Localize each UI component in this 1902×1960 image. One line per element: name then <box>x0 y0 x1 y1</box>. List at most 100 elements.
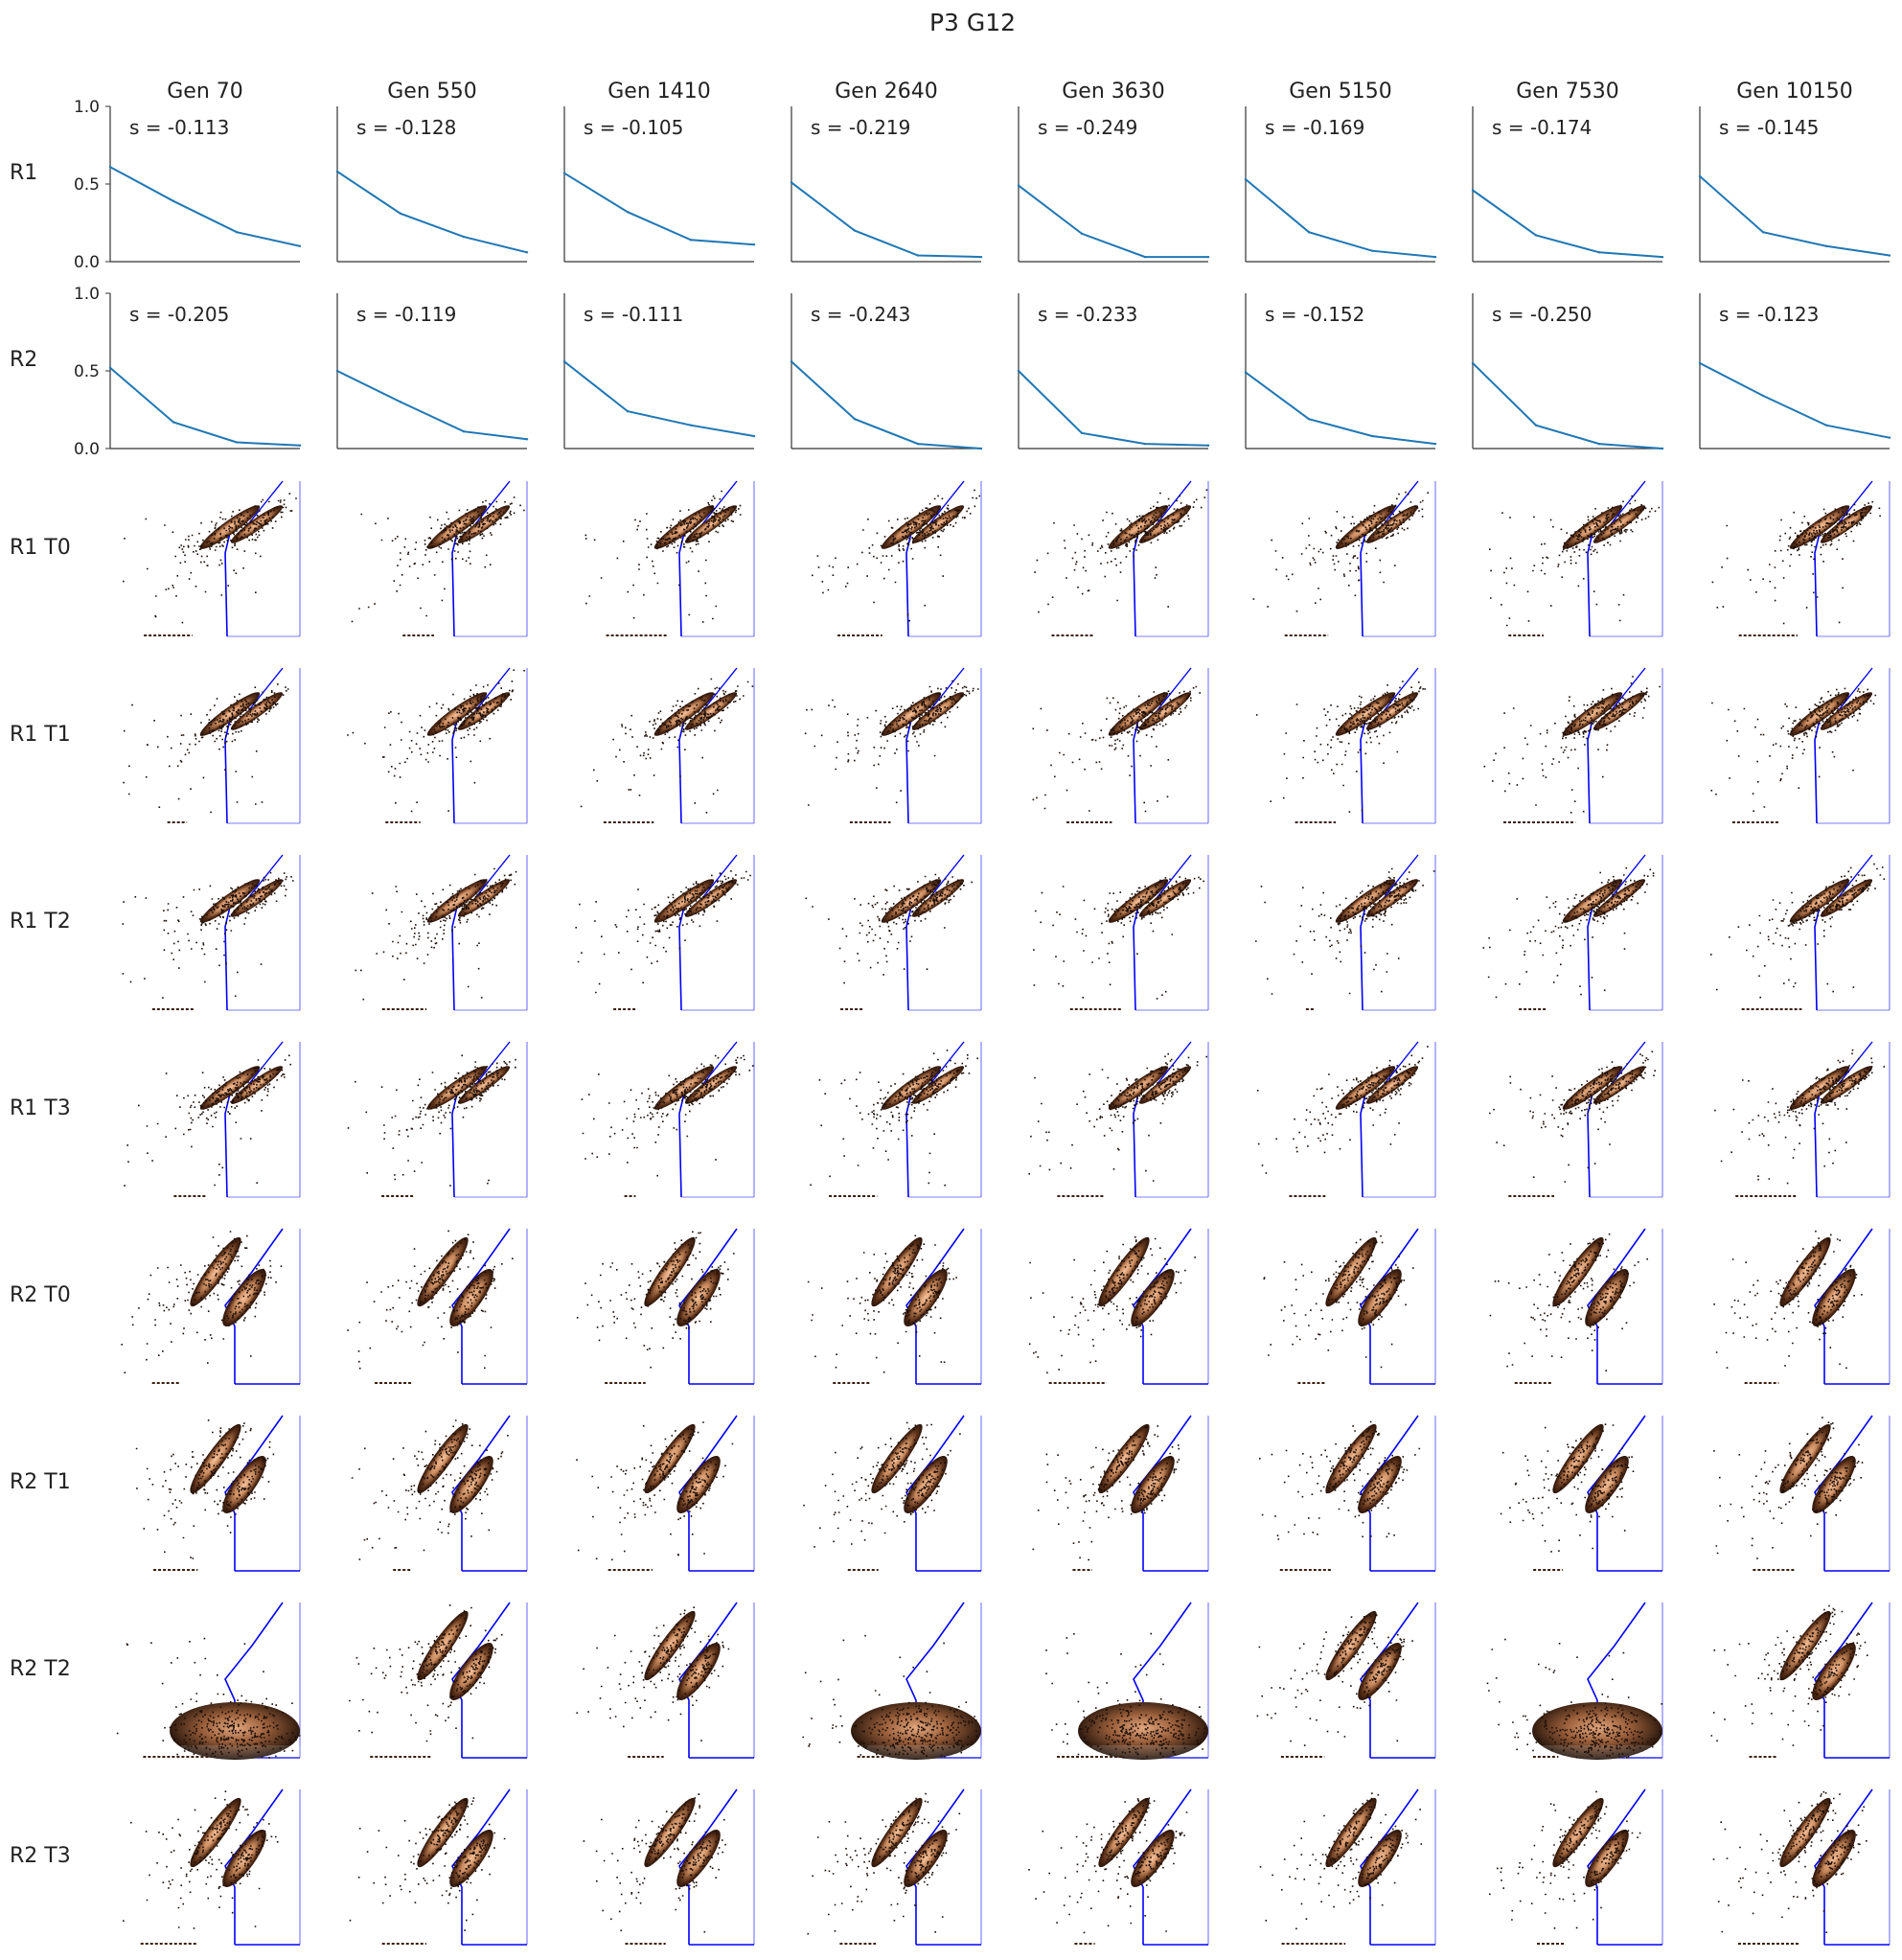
gate-diagonal <box>1833 667 1873 717</box>
density-panel <box>351 1415 528 1572</box>
gate-line <box>451 1228 511 1384</box>
gate-line <box>224 715 232 824</box>
density-panel <box>1256 1041 1436 1198</box>
row-label: R1 T1 <box>10 723 71 747</box>
column-header: Gen 2640 <box>835 80 938 104</box>
data-point <box>462 429 466 433</box>
data-point <box>1244 371 1248 374</box>
gate-line <box>905 1415 965 1571</box>
scatter-points <box>576 1606 730 1741</box>
gate-line <box>1587 528 1594 637</box>
density-panel <box>805 854 982 1011</box>
gate-line <box>678 902 686 1011</box>
population-b <box>1138 879 1192 917</box>
slope-annotation: s = -0.128 <box>356 116 456 139</box>
gate-line <box>905 528 913 637</box>
scatter-points <box>351 496 525 623</box>
gate-line <box>1587 902 1594 1011</box>
data-point <box>689 239 693 242</box>
line-panel: s = -0.219 <box>790 106 983 263</box>
gate-diagonal <box>698 480 738 530</box>
y-tick-label: 0.0 <box>74 253 100 272</box>
data-point <box>1017 369 1020 373</box>
scatter-points <box>1259 1792 1423 1930</box>
data-point <box>525 438 529 441</box>
gate-diagonal <box>925 1041 965 1091</box>
density-panel <box>802 1602 983 1760</box>
gate-line <box>451 1415 511 1571</box>
density-panel <box>1489 480 1663 637</box>
data-point <box>525 251 529 254</box>
data-point <box>1661 447 1664 450</box>
population-a <box>1335 692 1396 736</box>
density-panel <box>347 667 528 824</box>
gate-diagonal <box>925 854 965 904</box>
population-a <box>417 1423 469 1494</box>
gate-line <box>678 528 686 637</box>
data-point <box>1597 442 1601 446</box>
y-tick-label: 1.0 <box>74 285 100 304</box>
density-panel <box>576 1602 755 1759</box>
line-panel: s = -0.243 <box>790 293 983 450</box>
column-header: Gen 550 <box>387 80 477 104</box>
scatter-points <box>123 1790 279 1929</box>
population-a <box>1779 1423 1831 1494</box>
density-panel <box>1256 1602 1436 1759</box>
data-point <box>562 360 566 363</box>
scatter-points <box>575 870 751 994</box>
density-panel <box>347 1041 528 1198</box>
gate-diagonal <box>1833 480 1873 530</box>
line-panels: 0.0 0.5 1.0 s = -0.113 s = -0.128 s = -0.105 s… <box>74 98 1891 459</box>
population-a <box>1108 879 1169 923</box>
scatter-points <box>1710 687 1877 812</box>
density-panel <box>1500 1415 1663 1572</box>
data-point <box>399 401 402 404</box>
data-point <box>1307 231 1311 234</box>
density-panel <box>1045 1602 1210 1760</box>
population-b <box>676 1269 721 1326</box>
line-panel: s = -0.145 <box>1698 106 1891 263</box>
density-panel <box>1710 667 1891 824</box>
series-line <box>1472 362 1663 450</box>
density-panel <box>1483 667 1663 824</box>
density-panel <box>124 1041 301 1198</box>
data-point <box>172 421 175 424</box>
density-panel <box>355 854 528 1011</box>
population-a <box>1325 1236 1377 1307</box>
gate-line <box>905 1228 965 1384</box>
data-point <box>1143 255 1147 259</box>
data-point <box>1433 442 1437 446</box>
data-point <box>235 231 239 234</box>
data-point <box>752 242 756 246</box>
data-point <box>853 418 857 421</box>
column-header: Gen 5150 <box>1289 80 1392 104</box>
density-panel <box>575 854 755 1011</box>
density-panel <box>1028 1228 1209 1385</box>
figure-title: P3 G12 <box>929 9 1016 36</box>
gate-line <box>905 1089 913 1198</box>
gate-line <box>1814 1089 1822 1198</box>
data-point <box>790 181 793 184</box>
line-panel: s = -0.119 <box>335 293 529 450</box>
gate-line <box>451 1602 511 1758</box>
data-point <box>172 199 175 203</box>
line-panel: 0.0 0.5 1.0 s = -0.113 <box>74 98 302 272</box>
gate-line <box>905 715 913 824</box>
gate-line <box>1133 1415 1192 1571</box>
density-panel <box>1255 667 1436 824</box>
population-b <box>684 505 738 543</box>
data-point <box>335 170 339 173</box>
series-line <box>336 370 528 441</box>
line-panel: s = -0.128 <box>335 106 529 263</box>
data-point <box>1761 394 1765 398</box>
density-panel <box>347 1228 528 1385</box>
gate-diagonal <box>1833 1041 1873 1091</box>
gate-line <box>1814 715 1822 824</box>
density-panel <box>135 1415 301 1572</box>
density-panel <box>1263 1228 1436 1385</box>
population-b <box>222 1456 266 1513</box>
gate-line <box>1587 1788 1646 1945</box>
population-b <box>1812 1643 1856 1700</box>
line-panel: s = -0.174 <box>1471 106 1664 263</box>
population-a <box>1108 692 1169 736</box>
